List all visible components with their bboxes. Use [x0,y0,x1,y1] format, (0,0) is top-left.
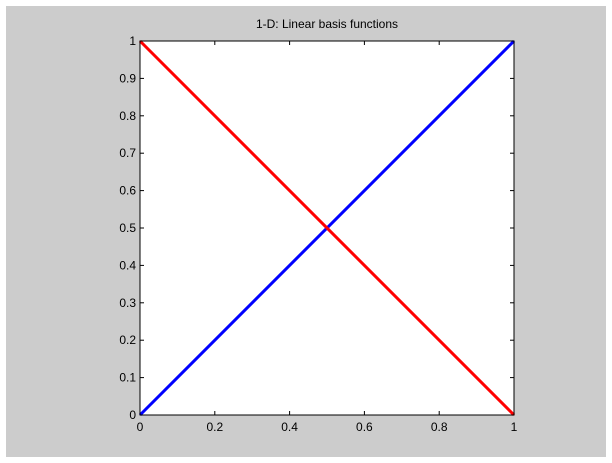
y-tick-label: 0.3 [119,296,136,310]
y-tick-label: 0.1 [119,371,136,385]
x-tick-label: 1 [511,420,518,434]
x-tick-label: 0.6 [356,420,373,434]
y-tick-label: 0 [129,408,136,422]
y-tick-label: 1 [129,34,136,48]
series-line-2 [138,39,516,417]
x-tick-label: 0 [137,420,144,434]
chart-title: 1-D: Linear basis functions [256,17,398,31]
x-tick-label: 0.8 [431,420,448,434]
x-tick-label: 0.2 [206,420,223,434]
y-tick-label: 0.8 [119,109,136,123]
y-tick-label: 0.5 [119,221,136,235]
y-tick-label: 0.2 [119,333,136,347]
series-layer [138,39,516,417]
y-tick-label: 0.6 [119,184,136,198]
y-tick-label: 0.7 [119,146,136,160]
y-tick-label: 0.9 [119,71,136,85]
x-tick-label: 0.4 [281,420,298,434]
tick-label-layer: 0 0.2 0.4 0.6 0.8 1 0 0.1 0.2 0.3 0.4 0.5 0.6 0.7 0.8 0… [119,34,517,434]
tick-layer [139,40,515,416]
y-tick-label: 0.4 [119,258,136,272]
